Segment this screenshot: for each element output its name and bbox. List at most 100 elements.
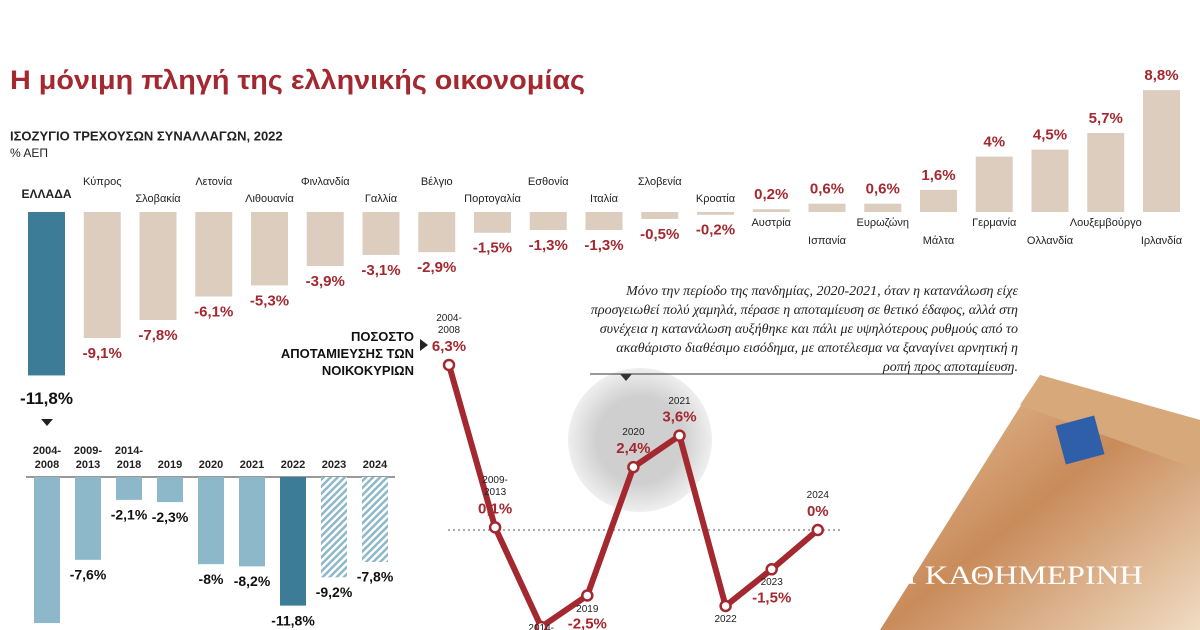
highlight-circle [568, 368, 712, 512]
category-label: Βέλγιο [421, 176, 453, 188]
value-label: -0,2% [696, 222, 735, 239]
bar [362, 212, 400, 255]
bar [306, 212, 344, 267]
euro-banknote [880, 375, 1200, 630]
category-label: Ιρλανδία [1141, 235, 1183, 247]
value-label: 8,8% [1144, 67, 1178, 84]
point [581, 589, 594, 602]
category-label: Ιταλία [590, 193, 619, 205]
bar [418, 212, 456, 253]
category-label: Λιθουανία [245, 193, 294, 205]
category-label: 2004-2008 [436, 312, 462, 336]
bar [362, 477, 388, 563]
value-label: -7,8% [357, 569, 394, 585]
bar [321, 477, 347, 578]
value-label: -2,3% [152, 509, 189, 525]
value-label: -7,8% [138, 327, 177, 344]
bar [28, 212, 65, 376]
category-label: Ολλανδία [1027, 235, 1074, 247]
category-label: 2019 [576, 603, 599, 615]
value-label: 4% [983, 134, 1005, 151]
unit-label: % ΑΕΠ [10, 146, 48, 160]
value-label: -1,3% [529, 237, 568, 254]
bar [697, 212, 734, 215]
category-label: 2009-2013 [73, 445, 103, 471]
category-label: 2004-2008 [32, 445, 62, 471]
value-label: 0% [807, 503, 829, 520]
category-label: Σλοβακία [135, 193, 181, 205]
value-label: -7,6% [70, 567, 107, 583]
value-label: 0,1% [478, 500, 512, 517]
bar [752, 209, 790, 212]
value-label: 6,3% [432, 338, 466, 355]
category-label: Γαλλία [365, 193, 398, 205]
category-label: Κροατία [696, 193, 736, 205]
bar [641, 212, 679, 219]
category-label: 2021 [668, 395, 691, 407]
bar [157, 477, 183, 503]
category-label: Μάλτα [923, 235, 955, 247]
value-label: -1,5% [473, 240, 512, 257]
category-label: Ισπανία [808, 235, 847, 247]
value-label: -11,8% [271, 612, 315, 628]
arrow [420, 339, 428, 351]
bar [529, 212, 567, 231]
value-label: -3,9% [306, 273, 345, 290]
category-label: Πορτογαλία [464, 193, 521, 205]
point [719, 599, 732, 613]
bar [920, 189, 957, 212]
bar [239, 477, 265, 567]
category-label: Φινλανδία [301, 176, 350, 188]
point [673, 429, 686, 442]
value-label: -2,9% [417, 259, 456, 276]
category-label: 2009-2013 [482, 475, 508, 499]
bar [280, 477, 306, 606]
category-label: 2020 [198, 459, 224, 471]
category-label: Ευρωζώνη [856, 217, 909, 229]
value-label: -1,3% [584, 237, 623, 254]
line-title: ΠΟΣΟΣΤΟ ΑΠΟΤΑΜΙΕΥΣΗΣ ΤΩΝ ΝΟΙΚΟΚΥΡΙΩΝ [280, 329, 414, 378]
category-label: 2022 [280, 459, 306, 471]
bar [585, 212, 623, 231]
bar [808, 203, 846, 212]
bar [1087, 133, 1125, 212]
bar [251, 212, 288, 286]
category-label: ΕΛΛΑΔΑ [22, 187, 72, 201]
category-label: 2023 [321, 459, 347, 471]
category-label: 2024 [806, 490, 829, 501]
category-label: Γερμανία [972, 217, 1017, 229]
bar [116, 477, 142, 500]
bar [1031, 149, 1069, 212]
point [534, 620, 548, 630]
bar [34, 477, 60, 624]
value-label: -2,5% [568, 615, 607, 630]
bar [83, 212, 121, 339]
bar [474, 212, 511, 233]
value-label: 0,2% [754, 186, 788, 203]
category-label: 2014-2018 [528, 622, 554, 630]
category-label: 2022 [714, 613, 737, 625]
bar [139, 212, 177, 321]
category-label: 2024 [362, 459, 388, 471]
point [488, 521, 502, 534]
value-label: 5,7% [1089, 110, 1123, 127]
value-label: -3,1% [361, 262, 400, 279]
value-label: 1,6% [921, 167, 955, 184]
value-label: -6,1% [194, 303, 233, 320]
value-label: -0,5% [640, 226, 679, 243]
arrow [41, 419, 53, 426]
page-title: Η μόνιμη πληγή της ελληνικής οικονομίας [10, 65, 585, 95]
category-label: Σλοβενία [638, 176, 682, 188]
point [765, 563, 778, 576]
category-label: Λετονία [195, 176, 233, 188]
category-label: 2014-2018 [114, 445, 144, 471]
point [442, 358, 456, 372]
value-label: -9,1% [83, 345, 122, 362]
category-label: 2020 [622, 427, 645, 439]
value-label: 0,6% [866, 181, 900, 198]
value-label: 2,4% [616, 440, 650, 457]
category-label: 2021 [239, 459, 265, 471]
point [811, 523, 825, 537]
chart-subtitle: ΙΣΟΖΥΓΙΟ ΤΡΕΧΟΥΣΩΝ ΣΥΝΑΛΛΑΓΩΝ, 2022 [10, 128, 283, 143]
